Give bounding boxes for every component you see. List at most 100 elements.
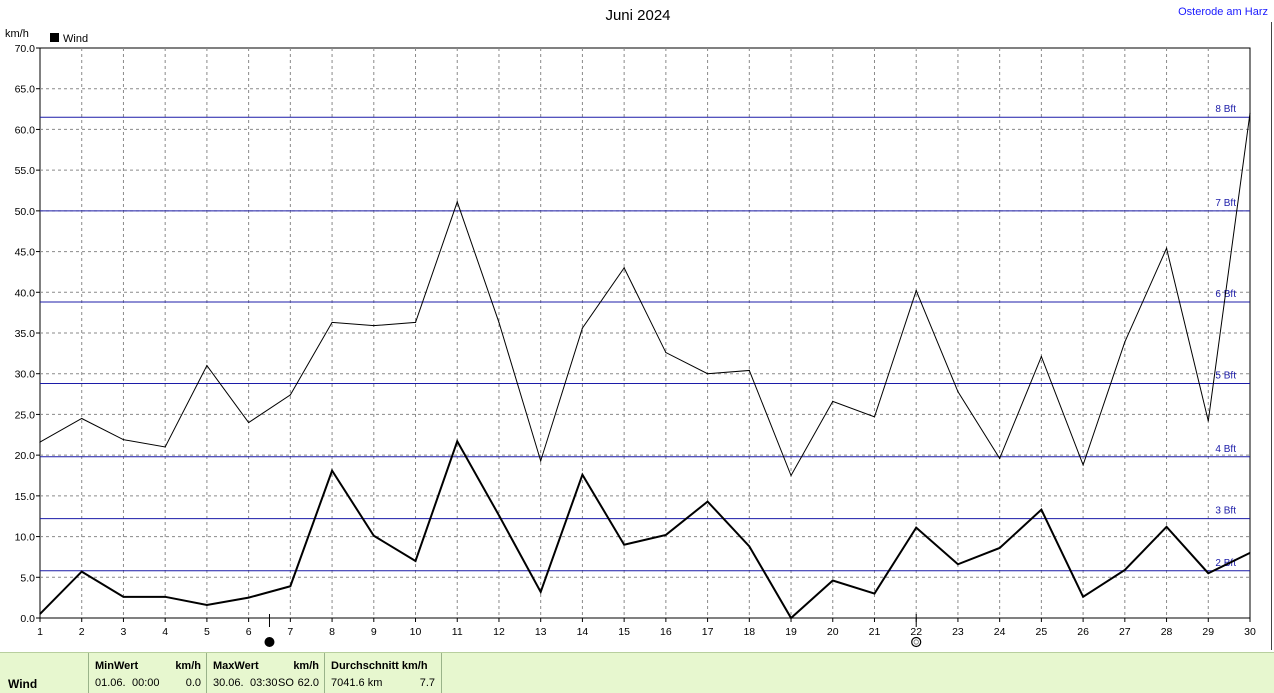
- new-moon-icon: [264, 637, 275, 647]
- wind-gust-point: [748, 369, 750, 372]
- x-tick-label: 24: [994, 626, 1006, 638]
- wind-average-point: [999, 547, 1001, 549]
- wind-gust-point: [832, 400, 834, 402]
- x-tick-label: 1: [37, 626, 43, 638]
- wind-average-point: [81, 570, 83, 573]
- max-time: 03:30: [250, 677, 278, 689]
- y-tick-label: 25.0: [15, 409, 36, 421]
- wind-average-point: [1165, 526, 1168, 528]
- min-value-cell: MinWert km/h 01.06. 00:00 0.0: [88, 653, 207, 693]
- wind-gust-line: [39, 113, 1251, 477]
- wind-gust-point: [999, 457, 1001, 459]
- wind-average-point: [498, 514, 500, 517]
- average-title: Durchschnitt km/h: [331, 660, 428, 672]
- max-direction: SO: [278, 677, 294, 689]
- x-tick-label: 16: [660, 626, 672, 638]
- wind-gust-point: [581, 327, 584, 329]
- wind-gust-point: [331, 321, 333, 324]
- x-tick-label: 30: [1244, 626, 1256, 638]
- wind-average-point: [540, 591, 542, 593]
- wind-average-point: [122, 596, 125, 598]
- wind-gust-point: [164, 446, 166, 448]
- x-tick-label: 13: [535, 626, 547, 638]
- series-layer: [39, 112, 1251, 620]
- x-tick-label: 28: [1161, 626, 1173, 638]
- wind-gust-point: [873, 416, 876, 418]
- x-tick-label: 20: [827, 626, 839, 638]
- x-tick-label: 29: [1202, 626, 1214, 638]
- y-tick-label: 65.0: [15, 84, 36, 96]
- wind-gust-point: [456, 201, 458, 203]
- beaufort-label: 3 Bft: [1215, 506, 1236, 517]
- y-tick-label: 40.0: [15, 287, 36, 299]
- x-tick-label: 15: [618, 626, 630, 638]
- x-tick-label: 2: [79, 626, 85, 638]
- wind-gust-point: [81, 417, 83, 420]
- chart-title: Juni 2024: [605, 7, 670, 24]
- wind-average-point: [1207, 572, 1209, 574]
- wind-average-point: [832, 579, 834, 582]
- wind-gust-point: [1249, 112, 1251, 114]
- legend-label: Wind: [63, 33, 88, 45]
- x-tick-label: 4: [162, 626, 168, 638]
- beaufort-label: 8 Bft: [1215, 104, 1236, 115]
- y-axis: 0.0 5.0 10.0 15.0 20.0 25.0 30.0 35.0 40.0 45.0 50…: [15, 43, 40, 625]
- wind-average-point: [1124, 569, 1126, 571]
- x-tick-label: 25: [1036, 626, 1048, 638]
- wind-gust-point: [248, 421, 250, 424]
- legend-swatch: [50, 33, 59, 42]
- wind-average-point: [373, 535, 375, 537]
- wind-average-line: [39, 438, 1251, 620]
- x-tick-label: 21: [869, 626, 881, 638]
- average-value-cell: Durchschnitt km/h 7041.6 km 7.7: [324, 653, 442, 693]
- wind-gust-point: [540, 460, 542, 462]
- y-axis-unit: km/h: [5, 28, 29, 40]
- wind-average-point: [456, 440, 458, 442]
- full-moon-icon: [911, 636, 922, 648]
- x-tick-label: 23: [952, 626, 964, 638]
- wind-average-point: [957, 563, 959, 565]
- wind-average-point: [706, 500, 709, 503]
- wind-gust-point: [1082, 464, 1084, 466]
- grid-lines: [40, 48, 1250, 618]
- wind-gust-point: [665, 351, 667, 354]
- wind-gust-point: [414, 321, 417, 324]
- wind-average-point: [1249, 552, 1251, 554]
- y-tick-label: 50.0: [15, 206, 36, 218]
- wind-gust-point: [1207, 420, 1209, 422]
- x-tick-label: 11: [452, 626, 463, 638]
- x-tick-label: 22: [910, 626, 922, 638]
- x-tick-label: 6: [246, 626, 252, 638]
- x-tick-label: 7: [287, 626, 293, 638]
- wind-average-point: [289, 585, 291, 587]
- x-tick-label: 9: [371, 626, 377, 638]
- x-tick-label: 14: [577, 626, 589, 638]
- wind-gust-point: [957, 391, 959, 393]
- max-unit: km/h: [293, 660, 319, 672]
- wind-gust-point: [206, 364, 208, 367]
- x-tick-label: 8: [329, 626, 335, 638]
- wind-gust-point: [1165, 247, 1168, 249]
- beaufort-label: 4 Bft: [1215, 444, 1236, 455]
- summary-series-label: Wind: [8, 677, 38, 691]
- x-tick-label: 18: [743, 626, 755, 638]
- wind-gust-point: [1040, 356, 1042, 358]
- moon-markers: [264, 614, 922, 648]
- wind-average-point: [665, 534, 667, 536]
- wind-average-point: [39, 613, 41, 615]
- beaufort-label: 5 Bft: [1215, 370, 1236, 381]
- x-tick-label: 10: [410, 626, 422, 638]
- y-tick-label: 10.0: [15, 532, 36, 544]
- y-tick-label: 55.0: [15, 165, 36, 177]
- beaufort-label: 2 Bft: [1215, 558, 1236, 569]
- max-title: MaxWert: [213, 660, 259, 672]
- wind-average-point: [331, 470, 333, 472]
- min-value: 0.0: [185, 677, 201, 689]
- x-tick-label: 5: [204, 626, 210, 638]
- min-title: MinWert: [95, 660, 139, 672]
- average-value: 7.7: [419, 677, 435, 689]
- wind-average-point: [1040, 509, 1042, 511]
- max-value-cell: MaxWert km/h 30.06. 03:30 SO 62.0: [206, 653, 325, 693]
